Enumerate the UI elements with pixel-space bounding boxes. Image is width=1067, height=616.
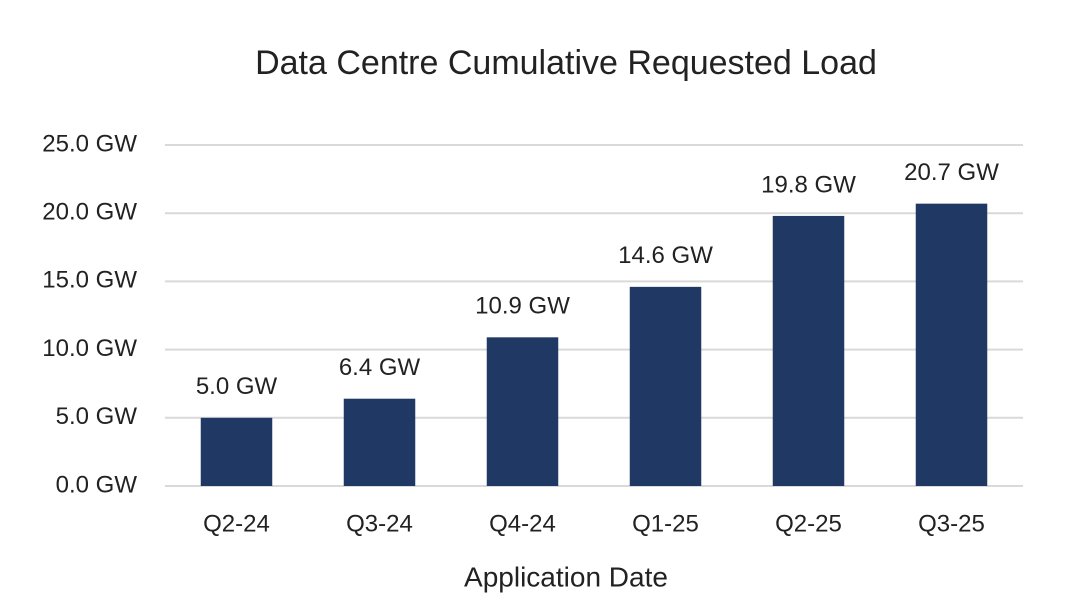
data-label: 10.9 GW — [475, 293, 570, 320]
y-tick-label: 25.0 GW — [42, 130, 137, 157]
data-label: 14.6 GW — [618, 242, 713, 269]
x-tick-label: Q2-25 — [775, 510, 842, 537]
data-label: 6.4 GW — [339, 354, 421, 381]
x-axis-label: Application Date — [464, 561, 668, 592]
bar — [772, 215, 845, 487]
y-tick-label: 20.0 GW — [42, 199, 137, 226]
bar — [629, 286, 702, 486]
data-label: 5.0 GW — [196, 373, 278, 400]
x-tick-label: Q2-24 — [203, 510, 270, 537]
x-tick-label: Q3-25 — [918, 510, 985, 537]
x-tick-label: Q3-24 — [346, 510, 413, 537]
y-tick-label: 5.0 GW — [56, 403, 138, 430]
bar — [200, 417, 273, 486]
bar — [486, 337, 559, 486]
y-tick-label: 0.0 GW — [56, 471, 138, 498]
data-label: 19.8 GW — [761, 171, 856, 198]
chart-title: Data Centre Cumulative Requested Load — [255, 44, 877, 82]
y-tick-label: 10.0 GW — [42, 335, 137, 362]
bar — [915, 203, 988, 487]
bar — [343, 398, 416, 486]
y-tick-label: 15.0 GW — [42, 267, 137, 294]
x-tick-label: Q1-25 — [632, 510, 699, 537]
x-tick-label: Q4-24 — [489, 510, 556, 537]
data-label: 20.7 GW — [904, 159, 999, 186]
